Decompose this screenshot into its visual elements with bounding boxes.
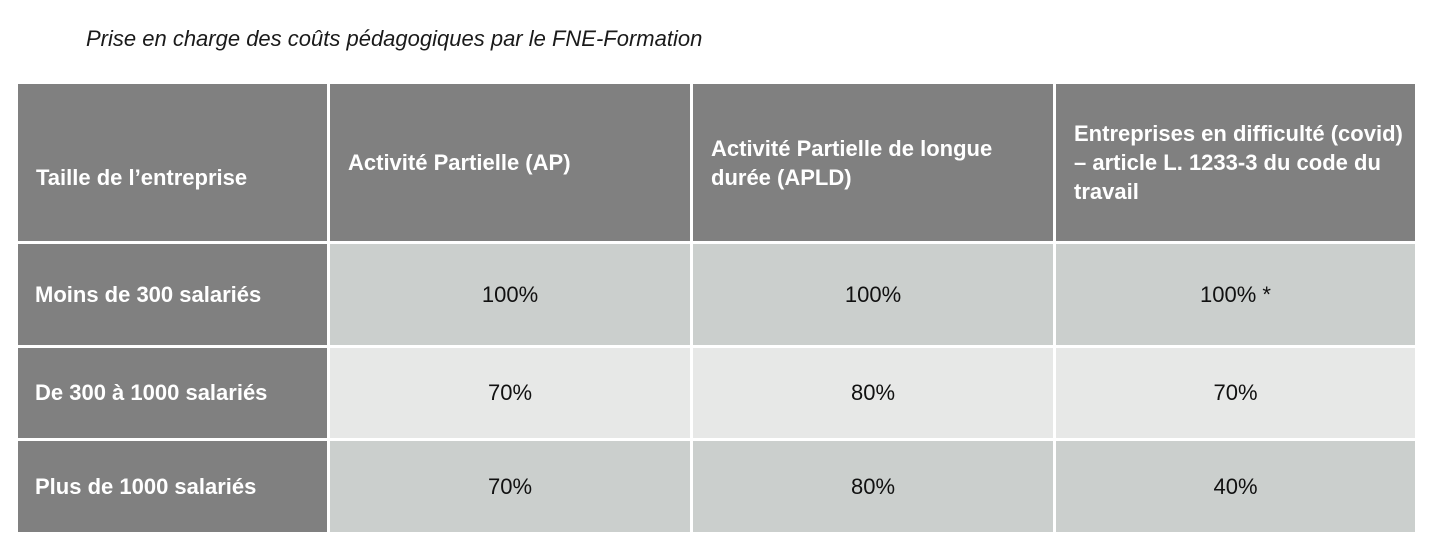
table-cell: 70%: [330, 441, 690, 532]
row-header-over-1000: Plus de 1000 salariés: [18, 441, 327, 532]
table-cell: 70%: [330, 348, 690, 438]
column-header-apld: Activité Partielle de longue durée (APLD…: [693, 84, 1053, 241]
table-caption: Prise en charge des coûts pédagogiques p…: [86, 26, 703, 51]
table-cell: 70%: [1056, 348, 1415, 438]
row-header-300-to-1000: De 300 à 1000 salariés: [18, 348, 327, 438]
table-cell: 100% *: [1056, 244, 1415, 345]
column-header-ap: Activité Partielle (AP): [330, 84, 690, 241]
funding-table: Taille de l’entreprise Activité Partiell…: [18, 84, 1415, 532]
table-cell: 80%: [693, 348, 1053, 438]
row-header-under-300: Moins de 300 salariés: [18, 244, 327, 345]
column-header-difficulty: Entreprises en difficulté (covid) – arti…: [1056, 84, 1415, 241]
table-cell: 40%: [1056, 441, 1415, 532]
table-cell: 80%: [693, 441, 1053, 532]
table-cell: 100%: [693, 244, 1053, 345]
table-cell: 100%: [330, 244, 690, 345]
column-header-company-size: Taille de l’entreprise: [18, 84, 327, 241]
